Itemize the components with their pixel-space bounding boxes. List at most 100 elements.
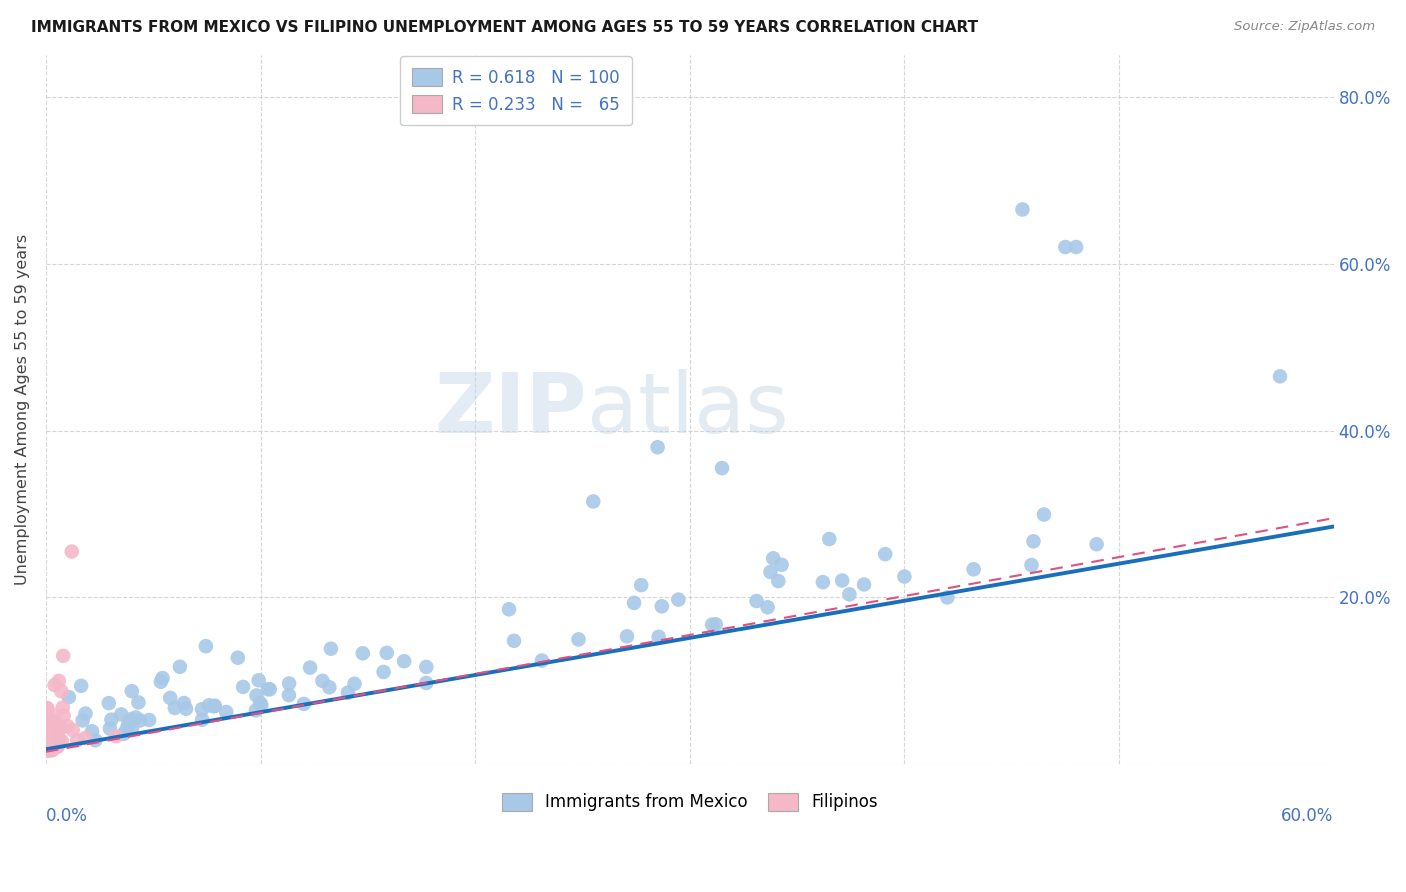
Point: [215, 705, 238, 719]
Point: [45, 739, 67, 754]
Point: [651, 599, 673, 614]
Point: [704, 617, 727, 632]
Point: [668, 592, 690, 607]
Text: ZIP: ZIP: [434, 369, 586, 450]
Point: [51, 734, 73, 748]
Point: [121, 721, 143, 735]
Point: [194, 639, 217, 653]
Point: [35, 739, 58, 753]
Point: [120, 712, 142, 726]
Text: Source: ZipAtlas.com: Source: ZipAtlas.com: [1234, 20, 1375, 33]
Point: [232, 680, 254, 694]
Point: [38, 739, 60, 754]
Point: [1022, 534, 1045, 549]
Point: [110, 707, 132, 722]
Point: [62, 723, 84, 737]
Point: [51, 684, 73, 698]
Point: [503, 633, 526, 648]
Point: [152, 671, 174, 685]
Point: [893, 569, 915, 583]
Point: [1033, 508, 1056, 522]
Legend: Immigrants from Mexico, Filipinos: Immigrants from Mexico, Filipinos: [494, 784, 886, 820]
Point: [52, 700, 75, 714]
Point: [498, 602, 520, 616]
Y-axis label: Unemployment Among Ages 55 to 59 years: Unemployment Among Ages 55 to 59 years: [15, 234, 30, 585]
Point: [818, 532, 841, 546]
Point: [173, 696, 195, 710]
Point: [249, 696, 271, 710]
Point: [39, 727, 62, 741]
Point: [38, 742, 60, 756]
Point: [745, 594, 768, 608]
Point: [100, 713, 122, 727]
Point: [762, 551, 785, 566]
Point: [567, 632, 589, 647]
Point: [245, 703, 267, 717]
Point: [44, 678, 66, 692]
Point: [35, 727, 58, 741]
Point: [44, 737, 66, 751]
Point: [45, 734, 67, 748]
Text: 0.0%: 0.0%: [46, 807, 87, 825]
Point: [191, 702, 214, 716]
Point: [41, 738, 63, 752]
Point: [46, 725, 69, 739]
Text: atlas: atlas: [586, 369, 789, 450]
Point: [647, 440, 669, 454]
Point: [756, 600, 779, 615]
Point: [37, 739, 59, 754]
Point: [1268, 369, 1291, 384]
Text: 60.0%: 60.0%: [1281, 807, 1334, 825]
Point: [37, 719, 59, 733]
Text: IMMIGRANTS FROM MEXICO VS FILIPINO UNEMPLOYMENT AMONG AGES 55 TO 59 YEARS CORREL: IMMIGRANTS FROM MEXICO VS FILIPINO UNEMP…: [31, 20, 979, 35]
Point: [623, 596, 645, 610]
Point: [80, 724, 103, 739]
Point: [198, 698, 221, 713]
Point: [42, 708, 65, 723]
Point: [129, 714, 152, 728]
Point: [343, 677, 366, 691]
Point: [46, 717, 69, 731]
Point: [48, 720, 70, 734]
Point: [75, 706, 97, 721]
Point: [37, 723, 59, 737]
Point: [278, 676, 301, 690]
Point: [75, 731, 97, 745]
Point: [42, 739, 65, 753]
Point: [226, 650, 249, 665]
Point: [163, 701, 186, 715]
Point: [759, 565, 782, 579]
Point: [52, 648, 75, 663]
Point: [39, 713, 62, 727]
Point: [875, 547, 897, 561]
Point: [37, 730, 59, 744]
Point: [115, 723, 138, 738]
Point: [117, 718, 139, 732]
Point: [811, 575, 834, 590]
Point: [630, 578, 652, 592]
Point: [530, 653, 553, 667]
Point: [250, 698, 273, 712]
Point: [292, 697, 315, 711]
Point: [936, 591, 959, 605]
Point: [41, 739, 63, 753]
Point: [373, 665, 395, 679]
Point: [37, 744, 59, 758]
Point: [39, 735, 62, 749]
Point: [1085, 537, 1108, 551]
Point: [60, 544, 83, 558]
Point: [127, 695, 149, 709]
Point: [38, 723, 60, 738]
Point: [415, 676, 437, 690]
Point: [1064, 240, 1087, 254]
Point: [98, 722, 121, 736]
Point: [72, 714, 94, 728]
Point: [56, 719, 79, 733]
Point: [105, 729, 128, 743]
Point: [48, 733, 70, 747]
Point: [375, 646, 398, 660]
Point: [38, 731, 60, 746]
Point: [149, 674, 172, 689]
Point: [38, 742, 60, 756]
Point: [138, 713, 160, 727]
